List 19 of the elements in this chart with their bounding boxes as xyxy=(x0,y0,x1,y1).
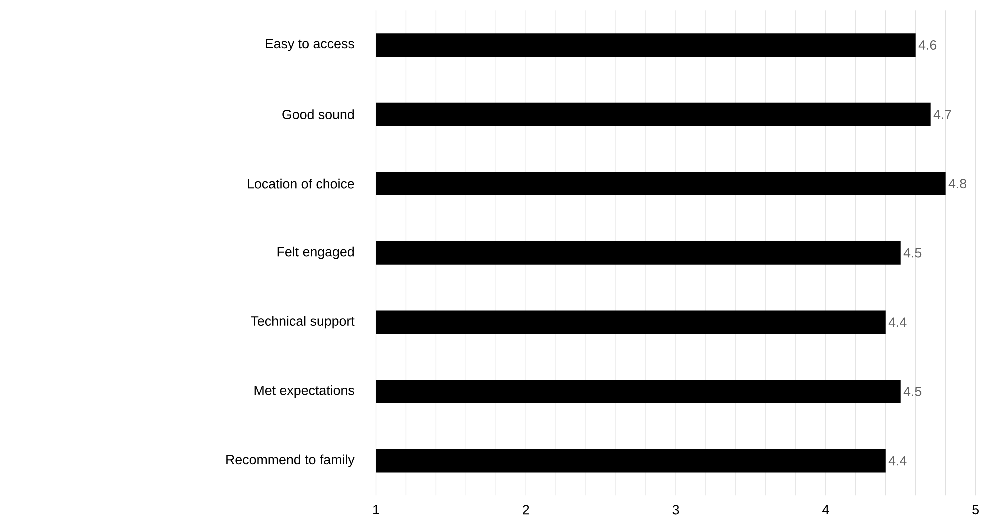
data-label: 4.7 xyxy=(934,110,952,120)
data-label: 4.8 xyxy=(948,179,967,189)
y-tick-label: Met expectations xyxy=(254,386,354,398)
x-tick-label: 3 xyxy=(672,505,680,515)
data-label: 4.5 xyxy=(904,387,922,396)
y-tick-label: Felt engaged xyxy=(278,246,354,260)
data-label: 4.4 xyxy=(888,318,907,328)
data-label: 4.4 xyxy=(888,456,907,466)
y-tick-label: Easy to access xyxy=(266,39,354,52)
x-tick-label: 5 xyxy=(972,505,979,515)
data-label: 4.6 xyxy=(918,40,937,50)
x-tick-label: 1 xyxy=(374,505,380,515)
y-tick-label: Good sound xyxy=(282,110,354,120)
y-tick-label: Location of choice xyxy=(248,179,354,189)
y-tick-label: Recommend to family xyxy=(226,454,355,468)
data-label: 4.5 xyxy=(904,248,922,258)
x-tick-label: 2 xyxy=(523,505,530,515)
x-tick-label: 4 xyxy=(822,505,830,515)
y-tick-label: Technical support xyxy=(251,316,355,329)
